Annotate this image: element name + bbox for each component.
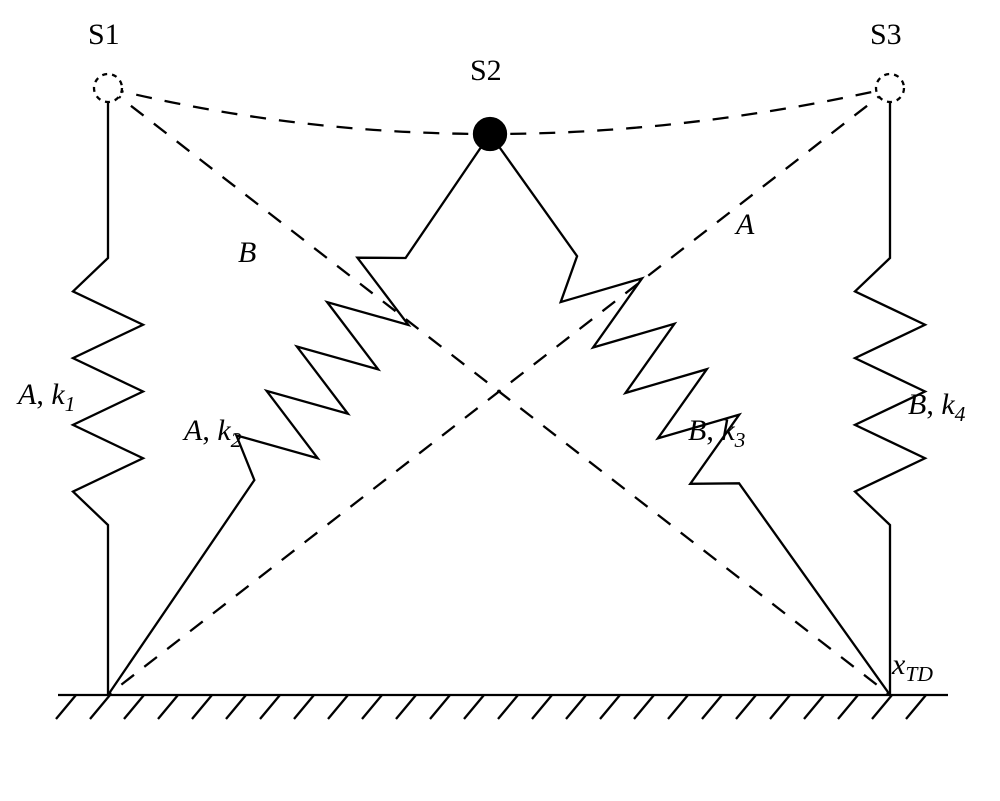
ground-hatch bbox=[872, 695, 892, 719]
node-S2 bbox=[474, 118, 506, 150]
diagram-svg bbox=[0, 0, 1000, 801]
ground-hatch bbox=[600, 695, 620, 719]
ground-hatch bbox=[192, 695, 212, 719]
label-S2: S2 bbox=[470, 54, 502, 88]
label-S3: S3 bbox=[870, 18, 902, 52]
ground-hatch bbox=[906, 695, 926, 719]
label-Ak2: A, k2 bbox=[184, 414, 241, 453]
ground-hatch bbox=[430, 695, 450, 719]
label-Bk4: B, k4 bbox=[908, 388, 965, 427]
label-xTD: xTD bbox=[892, 648, 933, 687]
label-A_upper: A bbox=[736, 208, 754, 242]
ground-hatch bbox=[532, 695, 552, 719]
label-Ak1: A, k1 bbox=[18, 378, 75, 417]
ground-hatch bbox=[362, 695, 382, 719]
ground-hatch bbox=[90, 695, 110, 719]
label-B_upper: B bbox=[238, 236, 256, 270]
ground-hatch bbox=[702, 695, 722, 719]
ground-hatch bbox=[498, 695, 518, 719]
ground-hatch bbox=[328, 695, 348, 719]
ground-hatch bbox=[634, 695, 654, 719]
ground-hatch bbox=[804, 695, 824, 719]
ground-hatch bbox=[668, 695, 688, 719]
ground-hatch bbox=[736, 695, 756, 719]
spring-inner_right bbox=[108, 134, 490, 695]
ground-hatch bbox=[158, 695, 178, 719]
node-S1 bbox=[94, 74, 122, 102]
ground-hatch bbox=[396, 695, 416, 719]
diagram-stage: S1 S2 S3 B A A, k1 A, k2 B, k3 B, k4 xTD bbox=[0, 0, 1000, 801]
ground-hatch bbox=[56, 695, 76, 719]
node-S3 bbox=[876, 74, 904, 102]
ground-hatch bbox=[260, 695, 280, 719]
spring-outer_left bbox=[73, 88, 143, 695]
ground-hatch bbox=[770, 695, 790, 719]
ground-hatch bbox=[124, 695, 144, 719]
ground-hatch bbox=[226, 695, 246, 719]
ground-hatch bbox=[838, 695, 858, 719]
ground-hatch bbox=[294, 695, 314, 719]
ground-hatch bbox=[464, 695, 484, 719]
label-Bk3: B, k3 bbox=[688, 414, 745, 453]
ground-hatch bbox=[566, 695, 586, 719]
label-S1: S1 bbox=[88, 18, 120, 52]
